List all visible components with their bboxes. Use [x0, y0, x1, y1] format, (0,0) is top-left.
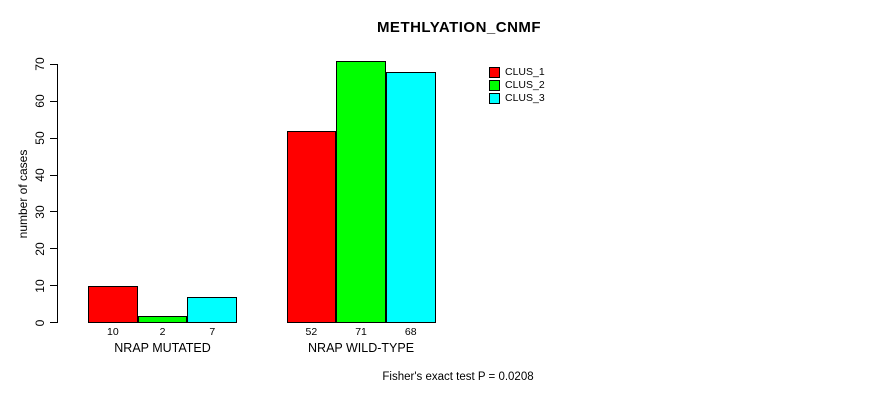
bar-clus_2-group1: [137, 315, 188, 323]
legend-swatch-clus_3: [489, 93, 500, 104]
legend-swatch-clus_2: [489, 80, 500, 91]
bar-value-label: 71: [355, 326, 367, 338]
legend-label: CLUS_1: [505, 66, 545, 78]
y-tick-mark: [50, 211, 57, 213]
bar-clus_1-group1: [88, 286, 138, 323]
y-tick-mark: [50, 248, 57, 250]
legend-label: CLUS_2: [505, 79, 545, 91]
bar-clus_1-group2: [286, 131, 337, 323]
bar-value-label: 52: [305, 326, 318, 338]
legend-swatch-clus_1: [489, 67, 500, 78]
bar-value-label: 7: [209, 326, 216, 338]
y-axis-title: number of cases: [16, 149, 30, 239]
legend-label: CLUS_3: [505, 92, 545, 104]
y-tick-mark: [50, 285, 57, 287]
footer-note: Fisher's exact test P = 0.0208: [382, 371, 534, 383]
y-tick-mark: [50, 174, 57, 176]
legend-item-clus_3: CLUS_3: [489, 92, 545, 105]
bar-clus_3-group2: [385, 72, 436, 323]
y-tick-label: 30: [33, 205, 47, 219]
y-tick-label: 60: [33, 94, 47, 109]
bar-value-label: 68: [404, 326, 417, 338]
y-tick-label: 50: [33, 131, 47, 145]
y-tick-label: 10: [33, 278, 47, 293]
legend-item-clus_1: CLUS_1: [489, 66, 545, 79]
y-tick-label: 70: [33, 57, 47, 72]
y-tick-label: 0: [33, 319, 47, 326]
y-tick-label: 20: [33, 242, 47, 256]
bar-clus_2-group2: [336, 61, 386, 323]
y-tick-mark: [50, 63, 57, 65]
legend-item-clus_2: CLUS_2: [489, 79, 545, 92]
y-axis-line: [57, 63, 58, 324]
y-tick-mark: [50, 322, 57, 323]
bar-clus_3-group1: [187, 297, 238, 323]
x-category-label: NRAP MUTATED: [114, 341, 211, 355]
bar-value-label: 2: [159, 326, 166, 338]
bar-value-label: 10: [107, 326, 119, 338]
x-category-label: NRAP WILD-TYPE: [308, 341, 415, 355]
chart-title: METHLYATION_CNMF: [376, 19, 542, 36]
y-tick-label: 40: [33, 168, 47, 182]
y-tick-mark: [50, 100, 57, 102]
legend: CLUS_1 CLUS_2 CLUS_3: [489, 66, 545, 105]
y-tick-mark: [50, 137, 57, 139]
